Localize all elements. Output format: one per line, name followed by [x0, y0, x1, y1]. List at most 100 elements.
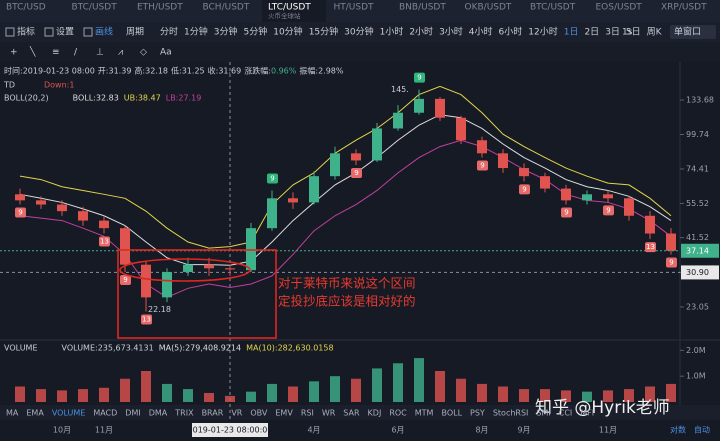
period-button[interactable]: 1分钟: [184, 26, 208, 38]
draw-tools[interactable]: + ╲ ≡ ∕ ⊥ ⩘ ◇ Aa: [10, 46, 172, 58]
tab-pair[interactable]: XRP/USDT: [661, 3, 707, 13]
td-marker: 13: [100, 238, 109, 246]
toolbar-button[interactable]: 设置: [56, 27, 74, 38]
window-button[interactable]: 单窗口: [674, 26, 701, 38]
toolbar-button[interactable]: 指标: [17, 26, 35, 38]
candle-body: [99, 220, 109, 229]
period-button[interactable]: 12小时: [528, 26, 557, 38]
indicator-button[interactable]: WR: [322, 409, 336, 418]
volume-bar: [435, 371, 445, 402]
tab-pair[interactable]: BTC/USDT: [72, 3, 118, 13]
candle-body: [582, 194, 592, 201]
indicator-button[interactable]: SMI: [536, 409, 550, 418]
cursor-tool[interactable]: +: [10, 48, 18, 58]
period-button[interactable]: 1日: [564, 27, 579, 38]
tab-pair[interactable]: LTC/USDT: [268, 3, 311, 13]
td-marker-bg: [561, 207, 572, 218]
indicator-button[interactable]: StochRSI: [493, 409, 529, 418]
indicator-button[interactable]: MACD: [93, 409, 117, 418]
indicator-button[interactable]: MFI: [580, 409, 594, 418]
volume-bar: [309, 381, 319, 402]
x-tick-label: 8月: [475, 426, 488, 435]
period-button[interactable]: 分时: [160, 26, 178, 38]
volume-bar: [183, 389, 193, 402]
candle-body: [15, 194, 25, 201]
indicator-button[interactable]: DMA: [149, 409, 168, 418]
period-button[interactable]: 3日: [605, 27, 620, 38]
info-value: 2.98%: [318, 67, 344, 76]
candle-body: [603, 194, 613, 199]
indicator-button[interactable]: ROC: [389, 409, 407, 418]
candle-body: [162, 272, 172, 298]
info-label: 振幅:: [299, 66, 318, 76]
td-marker-bg: [99, 236, 110, 247]
indicator-button[interactable]: EMV: [275, 409, 293, 418]
indicator-button[interactable]: VOLUME: [52, 409, 86, 418]
tab-pair[interactable]: EOS/USDT: [596, 3, 643, 13]
indicator-button[interactable]: BRAR: [202, 409, 224, 418]
period-button[interactable]: 2日: [584, 27, 599, 38]
period-button[interactable]: 4小时: [469, 26, 493, 38]
channel-tool[interactable]: ⊥: [96, 48, 104, 58]
boll-line: [19, 85, 672, 249]
volume-info: VOLUME: [4, 344, 38, 353]
td-marker: 9: [354, 169, 358, 177]
volume-info: MA(10):282,630.0158: [246, 344, 333, 353]
td-marker: 13: [646, 243, 655, 251]
volume-bar: [225, 395, 235, 402]
indicator-button[interactable]: MTM: [415, 409, 434, 418]
volume-bar: [351, 378, 361, 402]
tab-pair[interactable]: HT/USDT: [334, 3, 375, 13]
td-marker: 9: [270, 174, 274, 182]
tab-pair[interactable]: BTC/USDT: [530, 3, 576, 13]
indicator-button[interactable]: SAR: [343, 409, 360, 418]
period-button[interactable]: 5分钟: [244, 26, 268, 38]
period-button[interactable]: 周K: [647, 27, 663, 38]
period-button[interactable]: 6小时: [499, 26, 523, 38]
volume-info: MA(5):279,408.9214: [159, 344, 241, 353]
tab-pair[interactable]: BTC/USD: [6, 3, 46, 13]
candle-body: [456, 117, 466, 141]
toolbar-button[interactable]: 画线: [95, 26, 113, 38]
period-button[interactable]: 5日: [626, 27, 641, 38]
high-annotation: 145.: [391, 85, 409, 94]
period-button[interactable]: 3小时: [439, 26, 463, 38]
period-button[interactable]: 30分钟: [344, 26, 373, 38]
indicator-button[interactable]: DMI: [125, 409, 140, 418]
period-button[interactable]: 1小时: [380, 26, 404, 38]
line-tool[interactable]: ╲: [29, 46, 36, 58]
tab-pair[interactable]: OKB/USDT: [465, 3, 512, 13]
axis-button[interactable]: 对数: [670, 425, 686, 435]
hline-tool[interactable]: ≡: [52, 48, 60, 58]
volume-info: VOLUME:235,673.4131: [62, 344, 154, 353]
period-label[interactable]: 周期: [126, 27, 144, 38]
indicator-button[interactable]: EMA: [26, 409, 44, 418]
indicator-button[interactable]: RSI: [301, 409, 314, 418]
indicator-button[interactable]: TRIX: [174, 409, 194, 418]
indicator-button[interactable]: BOLL: [441, 409, 462, 418]
axis-button[interactable]: 自动: [694, 425, 710, 435]
indicator-button[interactable]: OBV: [250, 409, 268, 418]
volume-bar: [288, 386, 298, 402]
tab-pair[interactable]: ETH/USDT: [137, 3, 183, 13]
period-button[interactable]: 10分钟: [273, 26, 302, 38]
speed-button[interactable]: 1s: [622, 28, 633, 38]
period-button[interactable]: 2小时: [409, 26, 433, 38]
tab-pair[interactable]: BNB/USDT: [399, 3, 446, 13]
volume-bar: [498, 386, 508, 402]
indicator-button[interactable]: MA: [6, 409, 19, 418]
period-button[interactable]: 15分钟: [309, 26, 338, 38]
fib-tool[interactable]: ⩘: [118, 48, 123, 58]
indicator-button[interactable]: PSY: [470, 409, 485, 418]
volume-bar: [393, 363, 403, 402]
period-button[interactable]: 3分钟: [214, 26, 238, 38]
indicator-button[interactable]: KDJ: [368, 409, 382, 418]
crosshair-price-label: 30.90: [686, 268, 709, 277]
info-label: 收:: [208, 66, 219, 76]
text-tool[interactable]: Aa: [160, 48, 172, 58]
shape-tool[interactable]: ◇: [140, 48, 147, 58]
indicator-button[interactable]: VR: [231, 409, 242, 418]
tab-pair[interactable]: BCH/USDT: [203, 3, 250, 13]
ray-tool[interactable]: ∕: [74, 48, 78, 58]
indicator-button[interactable]: CCI: [559, 409, 573, 418]
